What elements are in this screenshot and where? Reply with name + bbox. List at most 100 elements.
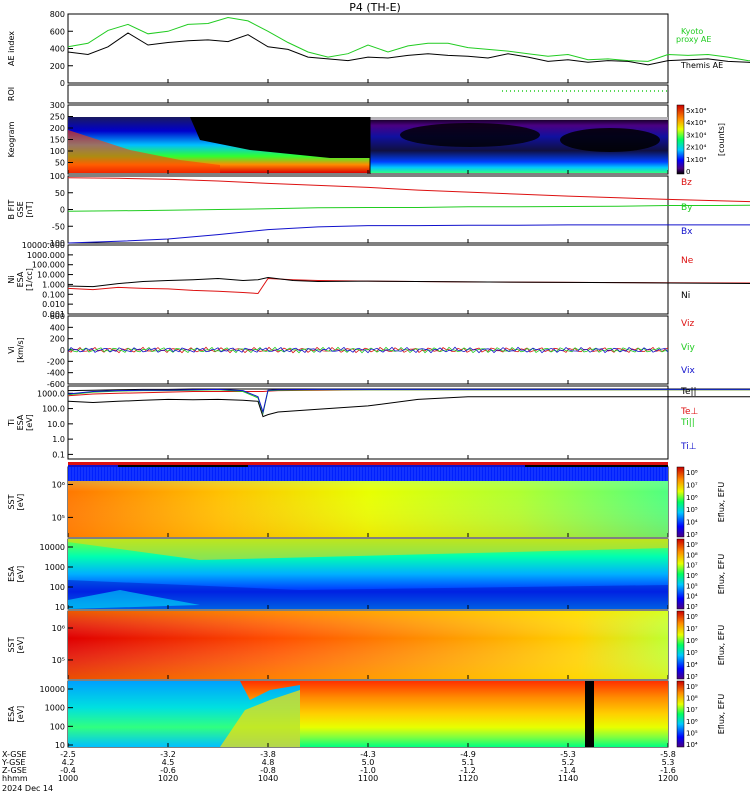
time-y-gse: 4.5 (162, 758, 175, 767)
bfit-ytick-label: -50 (52, 222, 65, 231)
esa1-ylabel: ESA (7, 566, 16, 582)
ae-ytick-label: 400 (50, 45, 65, 54)
esa2-ytick-label: 100 (50, 722, 65, 731)
vi-series-0 (67, 346, 669, 354)
ni-frame (67, 244, 669, 315)
esa1-cbar-tick: 10⁷ (686, 562, 698, 570)
ni-ylabel: [1/cc] (25, 268, 34, 291)
sst2-ylabel: SST (7, 637, 16, 652)
bfit-legend-By: By (681, 203, 693, 213)
vi-ytick-label: -400 (47, 369, 65, 378)
time-z-gse: -1.0 (360, 766, 376, 775)
ae-legend-proxy: proxy AE (676, 35, 711, 44)
keogram-ylabel: Keogram (7, 121, 16, 157)
bfit-ylabel: GSE (16, 201, 25, 217)
sst1-cbar-label: Eflux, EFU (717, 482, 726, 523)
esa2-cbar-tick: 10⁷ (686, 706, 698, 714)
time-x-gse: -3.8 (260, 750, 276, 759)
bfit-ytick-label: 50 (55, 189, 65, 198)
esa1-cbar-tick: 10⁴ (686, 593, 698, 601)
sst1-image (68, 467, 668, 537)
ae-ytick-label: 800 (50, 10, 65, 19)
time-row-label-0: X-GSE (2, 750, 27, 759)
bfit-ylabel: B FIT (7, 199, 16, 219)
ae-ytick-label: 200 (50, 62, 65, 71)
keogram-cbar-tick: 1x10⁴ (686, 156, 707, 164)
time-y-gse: 5.3 (662, 758, 675, 767)
time-x-gse: -4.3 (360, 750, 376, 759)
keogram-cbar-tick: 3x10⁴ (686, 131, 707, 139)
sst1-ytick-label: 10⁵ (52, 513, 65, 522)
keogram-cbar-tick: 0 (686, 168, 690, 176)
time-z-gse: -0.8 (260, 766, 276, 775)
ae-frame (67, 13, 669, 84)
sst2-cbar-tick: 10⁷ (686, 625, 698, 633)
bfit-series-1 (67, 204, 750, 212)
plot-title: P4 (TH-E) (349, 1, 401, 14)
keogram-ytick-label: 200 (50, 124, 65, 133)
keogram-ytick-label: 50 (55, 159, 65, 168)
ni-series-1 (67, 276, 750, 288)
esa2-cbar-tick: 10⁶ (686, 718, 698, 726)
sst1-ylabel: [eV] (16, 494, 25, 511)
esa1-ytick-label: 10 (55, 603, 65, 612)
time-x-gse: -4.9 (460, 750, 476, 759)
ti-series-4 (67, 396, 750, 418)
vi-ytick-label: 400 (50, 323, 65, 332)
esa2-ytick-label: 1000 (45, 704, 65, 713)
bfit-legend-Bz: Bz (681, 178, 692, 188)
keogram-image (68, 117, 668, 173)
ti-legend-0: Te|| (680, 387, 697, 397)
sst1-cbar-tick: 10⁷ (686, 481, 698, 489)
esa2-cbar-tick: 10⁴ (686, 741, 698, 749)
vi-ytick-label: 0 (60, 346, 65, 355)
sst2-colorbar (676, 610, 685, 680)
sst2-cbar-tick: 10³ (686, 673, 698, 681)
ae-legend-kyoto: Kyoto (681, 27, 703, 36)
bfit-ytick-label: 0 (60, 206, 65, 215)
ni-legend-ni: Ni (681, 291, 690, 301)
time-row-label-1: Y-GSE (1, 758, 25, 767)
esa2-cbar-tick: 10⁸ (686, 695, 698, 703)
keogram-cbar-tick: 5x10⁴ (686, 107, 707, 115)
sst1-cbar-tick: 10⁸ (686, 469, 698, 477)
esa1-cbar-tick: 10⁵ (686, 582, 698, 590)
time-row-label-4: 2024 Dec 14 (2, 784, 53, 793)
sst1-ytick-label: 10⁶ (52, 481, 65, 490)
ti-legend-1: Te⊥ (680, 407, 699, 417)
esa1-image (68, 539, 668, 609)
ni-ylabel: Ni (7, 275, 16, 283)
keogram-ytick-label: 100 (50, 147, 65, 156)
esa1-ylabel: [eV] (16, 566, 25, 583)
vi-ytick-label: 600 (50, 312, 65, 321)
time-hhmm: 1020 (158, 774, 178, 783)
ti-ytick-label: 1000.0 (37, 389, 65, 398)
ti-legend-2: Ti|| (680, 418, 695, 428)
time-z-gse: -0.4 (60, 766, 76, 775)
ti-series-2 (67, 389, 750, 416)
sst2-cbar-tick: 10⁶ (686, 637, 698, 645)
bar-black-1 (118, 465, 248, 467)
vi-series-1 (67, 346, 669, 354)
esa1-ytick-label: 100 (50, 583, 65, 592)
time-z-gse: -1.2 (460, 766, 476, 775)
ti-series-3 (67, 388, 750, 414)
esa2-image (68, 681, 668, 747)
vi-ylabel: Vi (7, 346, 16, 354)
bar-blue (68, 465, 668, 467)
esa1-cbar-tick: 10⁹ (686, 541, 698, 549)
ni-ytick-label: 10000.000 (22, 241, 65, 250)
bfit-series-2 (67, 224, 750, 244)
esa1-colorbar (676, 538, 685, 610)
time-z-gse: -1.4 (560, 766, 576, 775)
vi-ytick-label: -600 (47, 380, 65, 389)
sst2-cbar-tick: 10⁴ (686, 661, 698, 669)
time-hhmm: 1140 (558, 774, 578, 783)
sst1-cbar-tick: 10³ (686, 531, 698, 539)
time-x-gse: -5.8 (660, 750, 676, 759)
sst2-cbar-label: Eflux, EFU (717, 625, 726, 666)
esa1-cbar-tick: 10⁶ (686, 572, 698, 580)
bfit-series-0 (67, 177, 750, 203)
ae-series-0 (67, 16, 750, 62)
ti-ylabel: Ti (7, 419, 16, 427)
